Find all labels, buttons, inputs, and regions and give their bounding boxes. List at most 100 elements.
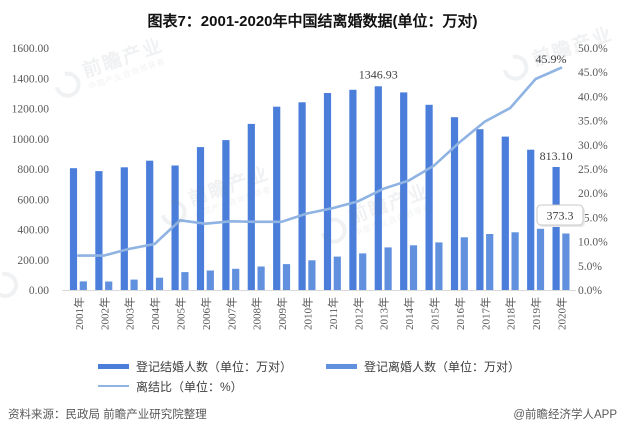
bar-divorce-2019[interactable] — [536, 228, 545, 290]
bar-marriage-2013[interactable] — [374, 86, 382, 290]
legend-item-ratio[interactable]: 离结比（单位：%） — [98, 378, 243, 395]
left-axis-tick: 200.00 — [17, 255, 49, 267]
bar-marriage-2007[interactable] — [222, 140, 230, 290]
bar-divorce-2017[interactable] — [486, 234, 494, 290]
bar-divorce-2020[interactable] — [562, 233, 570, 291]
credit-note: @前瞻经济学人APP — [513, 409, 617, 421]
bar-marriage-2001[interactable] — [69, 168, 78, 290]
legend-swatch-ratio-line — [98, 384, 129, 388]
chart-legend: 登记结婚人数（单位：万对） 登记离婚人数（单位：万对） 离结比（单位：%） — [98, 356, 554, 396]
x-axis-label-2019: 2019年 — [529, 297, 543, 330]
plot-area: 0.00 200.00 400.00 600.00 800.00 1000.00 1200.… — [12, 43, 609, 330]
x-axis-label-2011: 2011年 — [326, 297, 340, 330]
bar-marriage-2016[interactable] — [450, 117, 459, 290]
x-axis-label-2006: 2006年 — [199, 297, 213, 330]
tooltip-box — [536, 204, 584, 226]
bar-marriage-2017[interactable] — [476, 129, 484, 290]
annotation-marriage-2020: 813.10 — [540, 149, 573, 163]
bar-divorce-2006[interactable] — [206, 270, 214, 291]
bar-divorce-2002[interactable] — [105, 281, 113, 291]
bar-marriage-2008[interactable] — [247, 123, 255, 291]
x-axis-label-2015: 2015年 — [428, 297, 442, 330]
bar-marriage-2005[interactable] — [171, 165, 179, 291]
bar-divorce-2014[interactable] — [409, 245, 418, 290]
bar-divorce-2016[interactable] — [460, 237, 468, 290]
right-axis-tick: 30.0% — [578, 140, 608, 152]
legend-item-marriage[interactable]: 登记结婚人数（单位：万对） — [98, 358, 292, 375]
left-axis-tick: 1600.00 — [12, 43, 50, 55]
x-axis-label-2002: 2002年 — [97, 297, 111, 330]
x-axis-label-2010: 2010年 — [301, 297, 315, 330]
bar-marriage-2014[interactable] — [400, 92, 408, 291]
x-axis-label-2004: 2004年 — [148, 297, 162, 330]
bar-divorce-2010[interactable] — [308, 260, 316, 290]
bar-divorce-2009[interactable] — [282, 264, 291, 290]
legend-swatch-divorce-bar — [326, 363, 358, 369]
annotation-peak-2013: 1346.93 — [359, 67, 398, 81]
x-axis-label-2016: 2016年 — [453, 297, 467, 330]
x-axis-label-2005: 2005年 — [174, 297, 188, 330]
bar-marriage-2012[interactable] — [349, 89, 357, 290]
left-axis-tick: 800.00 — [17, 164, 49, 176]
bar-divorce-2007[interactable] — [232, 268, 240, 290]
chart-title: 图表7：2001-2020年中国结离婚数据(单位：万对) — [147, 13, 478, 30]
x-axis-label-2012: 2012年 — [351, 297, 365, 330]
right-axis-tick: 35.0% — [578, 116, 608, 128]
right-axis-tick: 0.0% — [578, 285, 602, 297]
x-axis-label-2001: 2001年 — [72, 297, 86, 330]
bar-marriage-2020[interactable] — [552, 167, 560, 290]
right-axis-tick: 25.0% — [578, 164, 608, 176]
bar-divorce-2005[interactable] — [181, 272, 189, 290]
left-axis-tick: 1000.00 — [12, 134, 50, 146]
bar-divorce-2008[interactable] — [257, 266, 265, 291]
ratio-line-series[interactable] — [77, 66, 563, 257]
x-axis-label-2009: 2009年 — [275, 297, 289, 330]
bar-divorce-2011[interactable] — [333, 256, 341, 290]
bar-marriage-2006[interactable] — [196, 147, 205, 290]
left-axis-tick: 0.00 — [29, 285, 49, 297]
bar-marriage-2010[interactable] — [298, 102, 306, 290]
x-axis-label-2020: 2020年 — [555, 297, 569, 330]
right-axis-tick: 5.0% — [578, 261, 602, 273]
bar-divorce-2015[interactable] — [435, 242, 443, 290]
bar-marriage-2018[interactable] — [501, 136, 509, 290]
right-axis-tick: 40.0% — [578, 91, 608, 103]
bar-marriage-2002[interactable] — [95, 171, 103, 290]
legend-swatch-marriage-bar — [98, 363, 129, 369]
x-axis-label-2003: 2003年 — [123, 297, 137, 330]
x-axis-label-2007: 2007年 — [224, 297, 238, 330]
bar-divorce-2012[interactable] — [359, 253, 367, 290]
bar-marriage-2009[interactable] — [273, 106, 281, 290]
source-note: 资料来源：民政局 前瞻产业研究院整理 — [8, 409, 207, 421]
bar-marriage-2011[interactable] — [323, 93, 332, 290]
x-axis-label-2013: 2013年 — [377, 297, 391, 330]
right-axis-tick: 45.0% — [578, 67, 608, 79]
bar-divorce-2003[interactable] — [130, 279, 138, 290]
left-axis-tick: 1400.00 — [12, 73, 50, 85]
x-axis-label-2017: 2017年 — [478, 297, 492, 330]
right-axis-tick: 15.0% — [578, 212, 608, 224]
left-axis-tick: 1200.00 — [12, 104, 50, 116]
x-axis-label-2014: 2014年 — [402, 297, 416, 330]
bar-marriage-2003[interactable] — [120, 167, 128, 290]
right-axis-tick: 50.0% — [578, 43, 608, 55]
bar-divorce-2004[interactable] — [155, 277, 164, 290]
bar-marriage-2004[interactable] — [146, 160, 154, 290]
x-axis-label-2008: 2008年 — [250, 297, 264, 330]
bar-divorce-2013[interactable] — [384, 247, 392, 290]
legend-label-divorce: 登记离婚人数（单位：万对） — [364, 359, 521, 374]
left-axis-tick: 400.00 — [17, 225, 49, 237]
legend-label-ratio: 离结比（单位：%） — [136, 379, 243, 394]
tooltip-value: 373.3 — [547, 209, 574, 223]
right-axis-tick: 10.0% — [578, 237, 608, 249]
bar-marriage-2015[interactable] — [425, 104, 433, 290]
x-axis-label-2018: 2018年 — [504, 297, 518, 330]
annotation-ratio-2020: 45.9% — [536, 52, 567, 66]
bar-divorce-2001[interactable] — [79, 281, 87, 290]
right-axis-tick: 20.0% — [578, 188, 608, 200]
legend-item-divorce[interactable]: 登记离婚人数（单位：万对） — [326, 358, 520, 375]
bar-marriage-2019[interactable] — [527, 149, 535, 290]
left-axis-tick: 600.00 — [17, 194, 49, 206]
bar-divorce-2018[interactable] — [511, 232, 519, 290]
